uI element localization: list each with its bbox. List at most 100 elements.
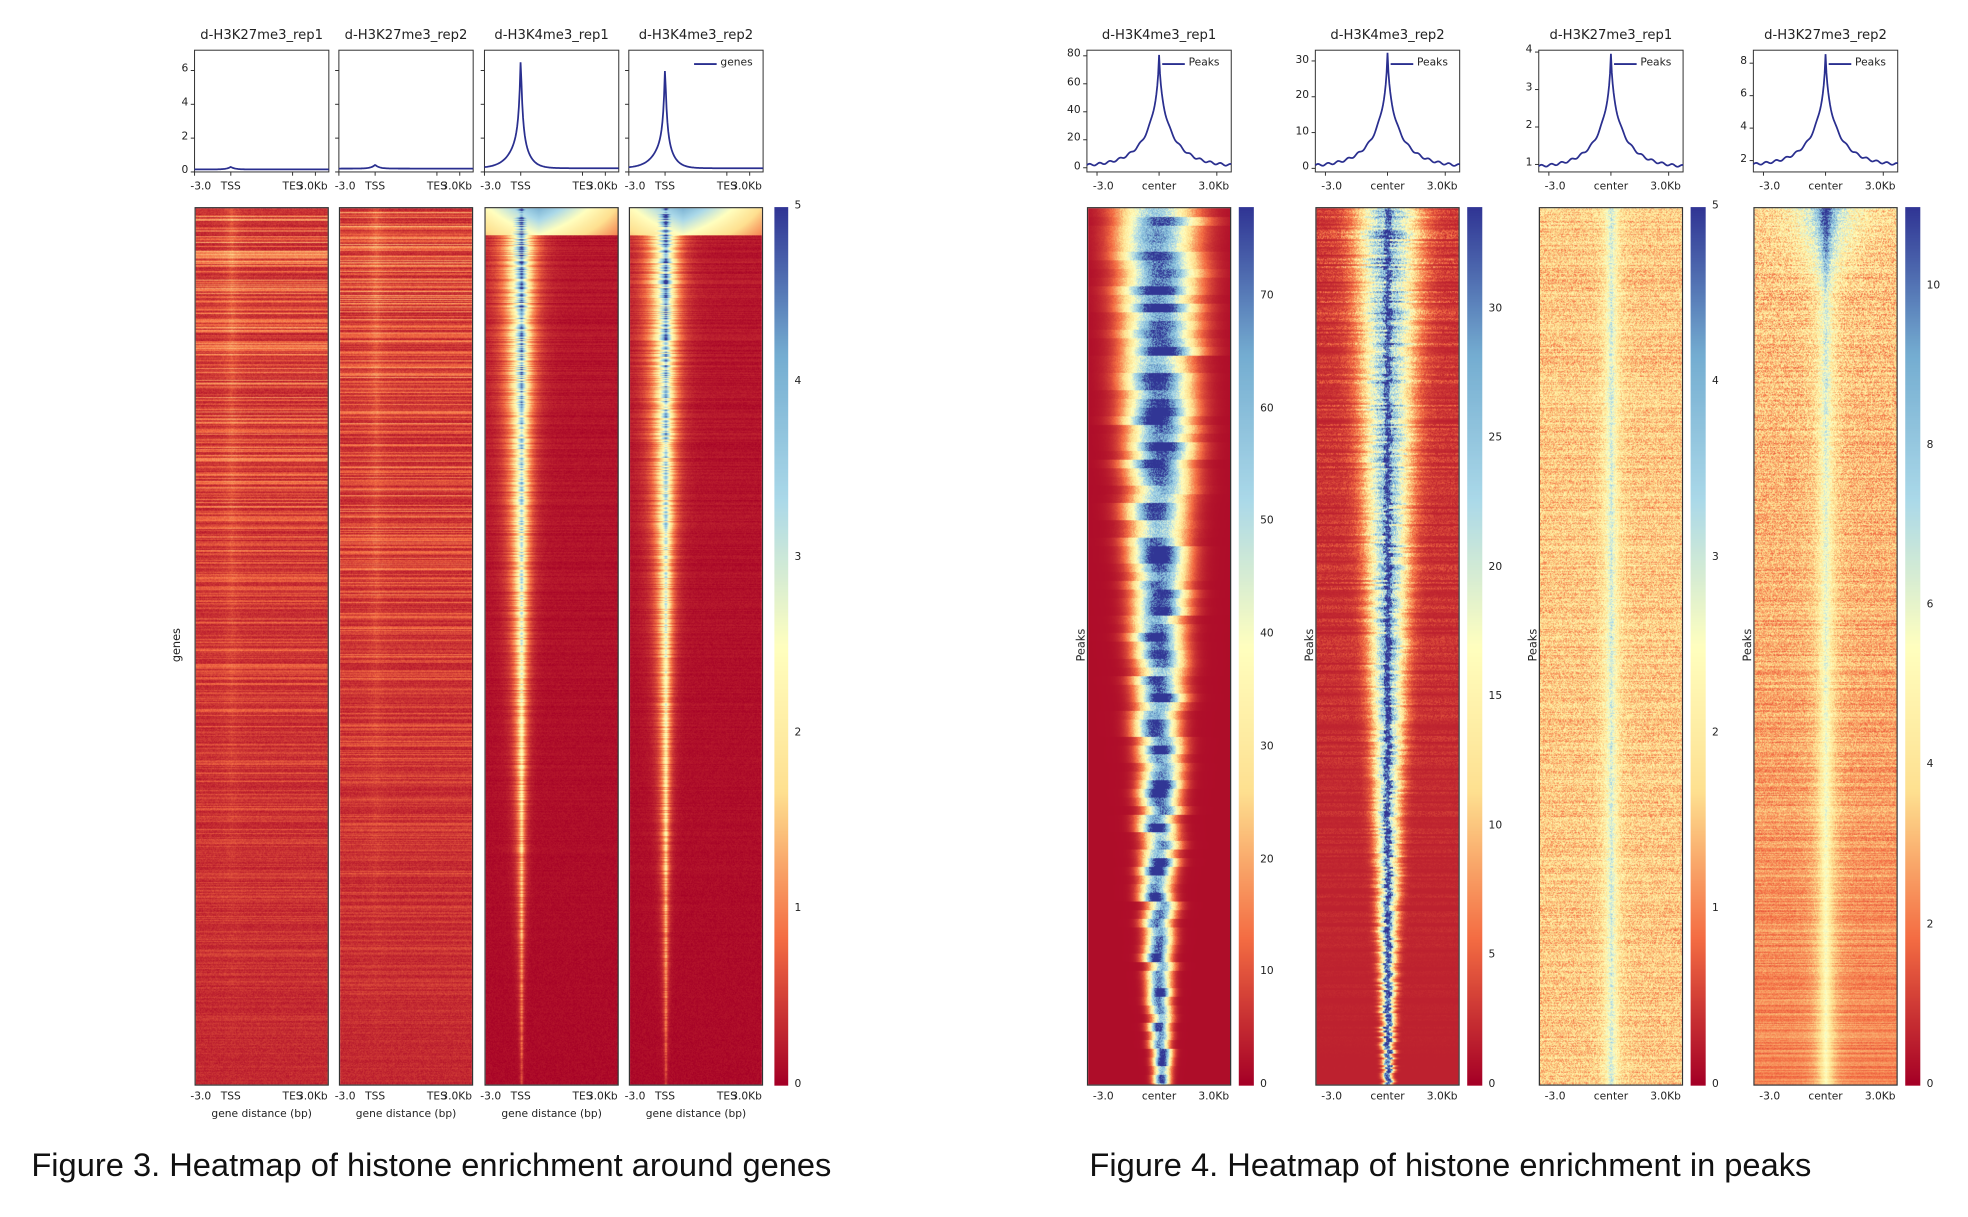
- fig4-panel-4-ylabel: Peaks: [1742, 628, 1755, 662]
- fig4-panel-2-colorbar-tick: 5: [1488, 948, 1496, 962]
- fig4-panel-2-ylabel: Peaks: [1304, 628, 1317, 662]
- fig4-panel-2-colorbar-tick: 30: [1488, 302, 1503, 316]
- fig4-panel-4-bottom-xtick-label: center: [1808, 1090, 1843, 1104]
- fig4-panel-1-ytick-label: 40: [1067, 104, 1081, 117]
- fig3-panel-1-profile-line: [194, 166, 329, 171]
- fig4-panel-1-bottom-xtick-label: center: [1141, 1090, 1177, 1104]
- fig4-panel-2-profile-line: [1314, 52, 1460, 167]
- fig4-panel-2-top-xtick-label: center: [1370, 180, 1405, 194]
- fig3-panel-3-title: d-H3K4me3_rep1: [494, 27, 609, 43]
- fig3-panel-2-heatmap: [338, 207, 474, 1086]
- fig4-panel-3-title: d-H3K27me3_rep1: [1549, 27, 1673, 43]
- fig4-panel-1-title: d-H3K4me3_rep1: [1101, 27, 1217, 43]
- fig4-panel-1-colorbar-tick: 50: [1260, 514, 1274, 528]
- fig4-panel-1-bottom-xtick-label: 3.0Kb: [1198, 1090, 1230, 1104]
- fig3-panel-4-bottom-xtick-label: TES: [716, 1090, 737, 1104]
- fig3-panel-1-top-xtick-label: -3.0: [190, 180, 212, 194]
- legend-label: Peaks: [1640, 56, 1672, 70]
- fig4-panel-1-top-xtick-label: 3.0Kb: [1198, 180, 1230, 194]
- fig3-panel-2-top-xtick-label: -3.0: [334, 180, 356, 194]
- fig4-panel-3-bottom-xtick-label: 3.0Kb: [1650, 1090, 1681, 1104]
- fig4-panel-3-bottom-xtick-label: center: [1593, 1090, 1629, 1104]
- fig4-panel-3-colorbar-tick: 3: [1711, 550, 1719, 564]
- fig4-panel-2-bottom-xtick-label: -3.0: [1321, 1090, 1343, 1104]
- fig4-panel-1-bottom-xtick-label: -3.0: [1092, 1090, 1114, 1104]
- fig3-panel-3-heatmap: [484, 207, 619, 1086]
- fig3-panel-1-profile-frame: [194, 49, 330, 173]
- fig3-panel-1-ytick-label: 4: [181, 96, 189, 110]
- fig3-panel-2-profile-plot: [335, 49, 474, 176]
- fig4-panel-3-profile-line: [1538, 53, 1684, 168]
- fig4-panel-4-ytick-label: 6: [1740, 88, 1748, 101]
- fig3-panel-4-title: d-H3K4me3_rep2: [638, 27, 754, 43]
- fig4-panel-3-colorbar-tick: 5: [1711, 199, 1719, 213]
- fig4-panel-1-colorbar-tick: 20: [1260, 852, 1274, 866]
- fig3-panel-3-bottom-xtick-label: 3.0Kb: [586, 1090, 618, 1104]
- fig4-panel-2-ytick-label: 20: [1295, 89, 1310, 102]
- fig3-panel-2-bottom-xtick-label: -3.0: [334, 1090, 356, 1104]
- fig4-panel-4-top-xtick-label: center: [1808, 180, 1843, 194]
- fig4-panel-3-colorbar-tick: 1: [1711, 902, 1719, 915]
- fig3-panel-1-bottom-xtick-label: TSS: [220, 1090, 241, 1104]
- fig4-panel-3-bottom-xtick-label: -3.0: [1544, 1090, 1566, 1104]
- fig3-panel-3-profile-line: [484, 62, 619, 170]
- fig4-panel-3-profile-plot: [1534, 49, 1684, 176]
- fig3-panel-1-ytick-label: 0: [181, 164, 189, 177]
- fig4-panel-4-colorbar-tick: 10: [1926, 279, 1941, 292]
- fig3-panel-1-top-xtick-label: 3.0Kb: [296, 180, 328, 194]
- fig3-panel-2-top-xtick-label: TES: [426, 180, 447, 194]
- fig3-panel-2-title: d-H3K27me3_rep2: [344, 27, 468, 43]
- fig3-panel-3-profile-frame: [483, 49, 620, 173]
- fig3-colorbar-tick: 3: [794, 550, 802, 564]
- fig3-panel-1-xlabel: gene distance (bp): [211, 1108, 312, 1121]
- fig4-panel-2-colorbar-tick: 15: [1488, 690, 1503, 704]
- fig4-panel-2-title: d-H3K4me3_rep2: [1330, 27, 1445, 43]
- fig4-panel-4-bottom-xtick-label: -3.0: [1759, 1090, 1781, 1104]
- fig3-colorbar-tick: 1: [794, 902, 802, 915]
- fig4-panel-1-ytick-label: 60: [1067, 76, 1081, 89]
- fig4-panel-3-top-xtick-label: 3.0Kb: [1650, 180, 1681, 194]
- fig4-panel-3-ylabel: Peaks: [1527, 628, 1541, 662]
- fig3-panel-4-bottom-xtick-label: 3.0Kb: [731, 1090, 762, 1104]
- fig4-panel-4-top-xtick-label: -3.0: [1759, 180, 1781, 194]
- legend-label: Peaks: [1417, 56, 1448, 70]
- fig4-panel-1-ylabel: Peaks: [1075, 628, 1089, 662]
- fig3-panel-3-bottom-xtick-label: TSS: [510, 1090, 531, 1104]
- fig4-panel-2-colorbar-tick: 25: [1488, 432, 1503, 445]
- fig3-colorbar-tick: 0: [794, 1078, 802, 1091]
- legend-label: Peaks: [1188, 56, 1220, 70]
- fig4-panel-3-ytick-label: 2: [1525, 119, 1533, 133]
- fig4-panel-4-colorbar-tick: 0: [1926, 1078, 1934, 1091]
- fig4-panel-1-top-xtick-label: -3.0: [1092, 180, 1114, 194]
- fig3-panel-4-top-xtick-label: 3.0Kb: [731, 180, 762, 194]
- fig3-panel-2-xlabel: gene distance (bp): [355, 1108, 457, 1121]
- fig3-panel-1-bottom-xtick-label: TES: [282, 1090, 303, 1104]
- fig4-panel-1-colorbar-tick: 60: [1260, 402, 1274, 415]
- fig3-panel-4-top-xtick-label: -3.0: [624, 180, 646, 194]
- fig3-panel-4-bottom-xtick-label: TSS: [655, 1090, 676, 1104]
- fig4-panel-4-colorbar-tick: 2: [1926, 918, 1934, 931]
- fig3-panel-3-xlabel: gene distance (bp): [501, 1108, 602, 1121]
- fig3-panel-2-profile-frame: [338, 49, 474, 173]
- fig3-panel-1-ytick-label: 6: [181, 62, 189, 76]
- fig4-panel-4-ytick-label: 4: [1740, 120, 1748, 134]
- fig4-panel-1-profile-plot: [1083, 49, 1232, 176]
- fig4-panel-1-top-xtick-label: center: [1141, 180, 1177, 194]
- fig3-panel-4-heatmap: [628, 207, 764, 1086]
- fig3-panel-1-bottom-xtick-label: 3.0Kb: [296, 1090, 328, 1104]
- fig3-panel-4-xlabel: gene distance (bp): [645, 1108, 747, 1121]
- fig3-panel-4-top-xtick-label: TSS: [655, 180, 676, 194]
- fig4-panel-2-top-xtick-label: -3.0: [1321, 180, 1343, 194]
- fig4-panel-1-colorbar: [1238, 207, 1254, 1086]
- fig4-panel-1-colorbar-tick: 0: [1260, 1078, 1267, 1091]
- fig4-panel-4-bottom-xtick-label: 3.0Kb: [1864, 1090, 1896, 1104]
- fig4-panel-1-colorbar-tick: 30: [1260, 740, 1274, 753]
- fig4-panel-1-profile-line: [1086, 54, 1232, 167]
- fig3-panel-3-top-xtick-label: TES: [572, 180, 593, 194]
- fig4-panel-2-ytick-label: 0: [1302, 160, 1310, 174]
- fig4-panel-2-bottom-xtick-label: center: [1370, 1090, 1405, 1104]
- fig4-panel-2-colorbar-tick: 10: [1488, 819, 1503, 833]
- fig3-panel-3-bottom-xtick-label: -3.0: [480, 1090, 502, 1104]
- fig3-panel-4-profile-plot: [625, 49, 764, 176]
